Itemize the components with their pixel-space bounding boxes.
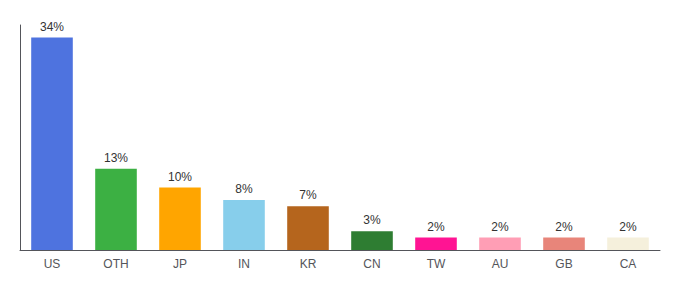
svg-text:8%: 8% <box>235 182 253 196</box>
svg-text:13%: 13% <box>104 151 128 165</box>
svg-text:7%: 7% <box>299 188 317 202</box>
svg-text:IN: IN <box>238 257 250 271</box>
svg-text:OTH: OTH <box>103 257 128 271</box>
svg-text:CA: CA <box>620 257 637 271</box>
svg-text:AU: AU <box>492 257 509 271</box>
svg-text:TW: TW <box>427 257 446 271</box>
svg-text:2%: 2% <box>555 220 573 234</box>
svg-text:2%: 2% <box>619 220 637 234</box>
svg-text:2%: 2% <box>427 220 445 234</box>
svg-text:KR: KR <box>300 257 317 271</box>
svg-text:3%: 3% <box>363 213 381 227</box>
svg-text:2%: 2% <box>491 220 509 234</box>
svg-text:US: US <box>44 257 61 271</box>
svg-text:GB: GB <box>555 257 572 271</box>
svg-text:10%: 10% <box>168 170 192 184</box>
svg-text:CN: CN <box>363 257 380 271</box>
svg-text:34%: 34% <box>40 20 64 34</box>
svg-text:JP: JP <box>173 257 187 271</box>
